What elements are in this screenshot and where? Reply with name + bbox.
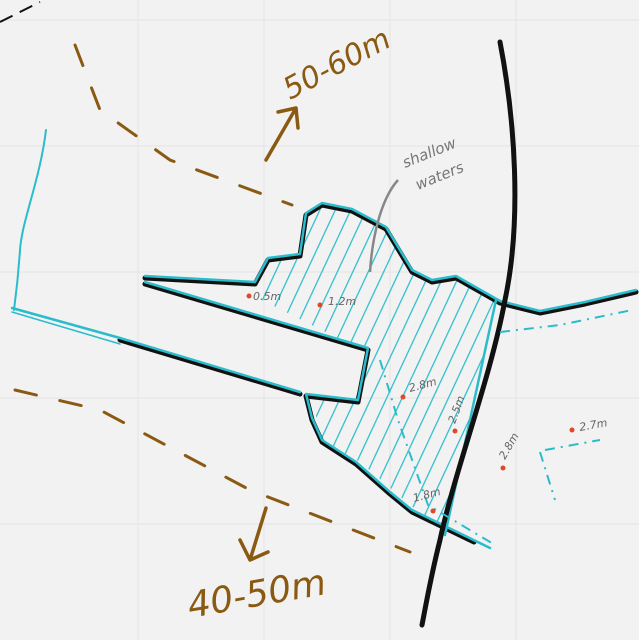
corner-line bbox=[0, 1, 41, 23]
sounding: 1.2m bbox=[328, 295, 356, 308]
sounding: 0.5m bbox=[253, 290, 281, 303]
sounding-dots bbox=[246, 293, 575, 514]
shallow-hatch bbox=[262, 206, 496, 530]
depth-contours bbox=[379, 309, 633, 546]
sounding: 2.7m bbox=[578, 416, 608, 434]
offshore-contours bbox=[13, 43, 412, 554]
road bbox=[419, 39, 518, 628]
pointer bbox=[368, 179, 399, 273]
arrows bbox=[238, 106, 300, 562]
